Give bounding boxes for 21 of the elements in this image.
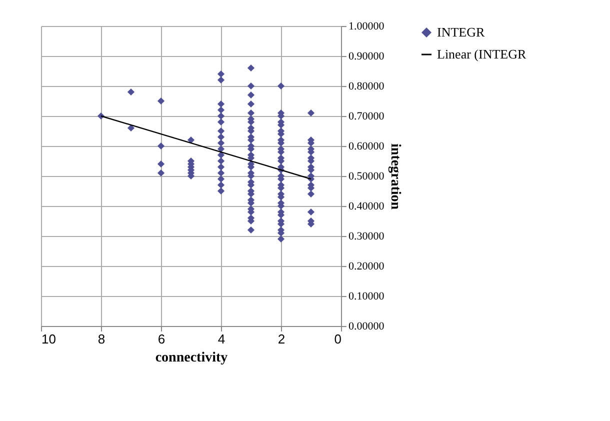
- x-tick-label: 2: [278, 332, 286, 346]
- legend-label: Linear (INTEGR: [437, 46, 526, 62]
- x-tick-label: 4: [218, 332, 226, 346]
- y-tick-label: 0.70000: [348, 110, 385, 122]
- y-tick-label: 0.20000: [348, 260, 385, 272]
- legend-label: INTEGR: [437, 24, 485, 40]
- y-tick-label: 0.00000: [348, 320, 385, 332]
- x-tick-label: 6: [158, 332, 166, 346]
- y-tick-label: 0.30000: [348, 230, 385, 242]
- y-tick-label: 1.00000: [348, 20, 385, 32]
- y-tick-label: 0.40000: [348, 200, 385, 212]
- x-tick-label: 10: [42, 332, 56, 346]
- y-tick-label: 0.90000: [348, 50, 385, 62]
- x-tick-label: 8: [98, 332, 106, 346]
- y-axis-title: integration: [387, 143, 402, 210]
- y-tick-label: 0.50000: [348, 170, 385, 182]
- x-axis-title: connectivity: [155, 350, 228, 366]
- y-tick-label: 0.80000: [348, 80, 385, 92]
- y-tick-label: 0.60000: [348, 140, 385, 152]
- x-tick-label: 0: [334, 332, 342, 346]
- y-tick-label: 0.10000: [348, 290, 385, 302]
